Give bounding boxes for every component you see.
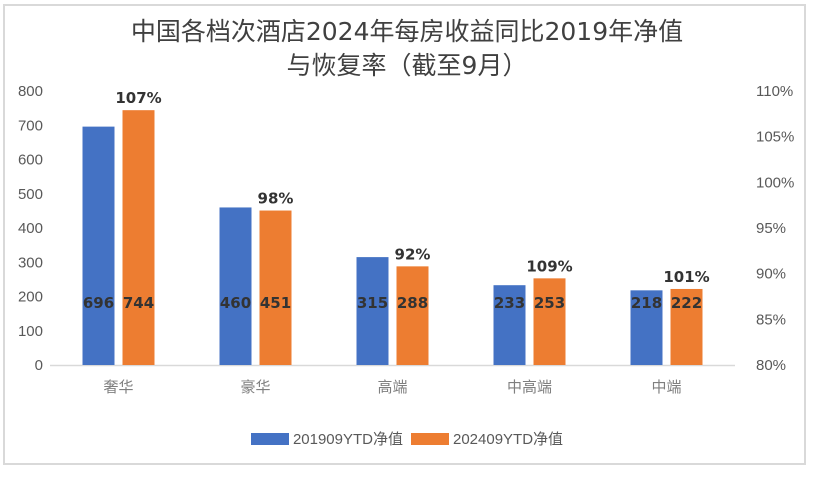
bar-value-label: 315 [357, 294, 388, 312]
category-label: 奢华 [103, 378, 133, 396]
y2-tick-label: 80% [756, 357, 786, 374]
y-tick-label: 400 [18, 220, 43, 237]
bar-2024 [396, 266, 429, 365]
legend: 201909YTD净值 202409YTD净值 [0, 428, 814, 449]
y-tick-label: 200 [18, 289, 43, 306]
bar-value-label: 696 [83, 294, 114, 312]
y-tick-label: 500 [18, 186, 43, 203]
y2-tick-label: 105% [756, 129, 794, 146]
bar-value-label: 451 [260, 294, 291, 312]
y-tick-label: 300 [18, 254, 43, 271]
y2-tick-label: 100% [756, 174, 794, 191]
bar-value-label: 288 [397, 294, 428, 312]
legend-item-2019: 201909YTD净值 [250, 428, 403, 449]
y-tick-label: 0 [35, 357, 43, 374]
y-tick-label: 800 [18, 83, 43, 100]
category-label: 高端 [377, 378, 407, 396]
legend-label-2019: 201909YTD净值 [292, 431, 403, 448]
legend-label-2024: 202409YTD净值 [453, 431, 564, 448]
recovery-rate-label: 109% [526, 257, 572, 275]
category-label: 豪华 [240, 378, 270, 396]
y-tick-label: 700 [18, 117, 43, 134]
bar-value-label: 222 [671, 294, 702, 312]
bar-2019 [356, 257, 389, 365]
y-tick-label: 100 [18, 323, 43, 340]
bar-2024 [122, 110, 155, 366]
recovery-rate-label: 107% [115, 89, 161, 107]
y2-tick-label: 85% [756, 311, 786, 328]
legend-item-2024: 202409YTD净值 [411, 428, 563, 449]
bar-value-label: 460 [220, 294, 251, 312]
y2-tick-label: 95% [756, 220, 786, 237]
chart-title-line2: 与恢复率（截至9月） [286, 51, 528, 80]
bar-2019 [219, 207, 252, 365]
recovery-rate-label: 101% [663, 268, 709, 286]
bar-2019 [493, 285, 526, 365]
bar-2024 [259, 210, 292, 365]
bar-2019 [82, 126, 115, 366]
category-label: 中高端 [507, 378, 552, 396]
bar-value-label: 233 [494, 294, 525, 312]
legend-swatch-2024 [411, 432, 449, 445]
chart-frame [3, 4, 806, 465]
chart-title-line1: 中国各档次酒店2024年每房收益同比2019年净值 [130, 17, 684, 46]
bar-value-label: 744 [123, 294, 154, 312]
legend-swatch-2019 [250, 432, 289, 445]
recovery-rate-label: 98% [258, 190, 294, 208]
bar-value-label: 218 [631, 294, 662, 312]
recovery-rate-label: 92% [395, 245, 431, 263]
y2-tick-label: 110% [756, 83, 793, 100]
bar-2024 [670, 288, 703, 365]
y2-tick-label: 90% [756, 266, 786, 283]
bar-2019 [630, 290, 663, 365]
category-label: 中端 [651, 378, 681, 396]
y-tick-label: 600 [18, 152, 43, 169]
bar-2024 [533, 278, 566, 365]
bar-value-label: 253 [534, 294, 565, 312]
